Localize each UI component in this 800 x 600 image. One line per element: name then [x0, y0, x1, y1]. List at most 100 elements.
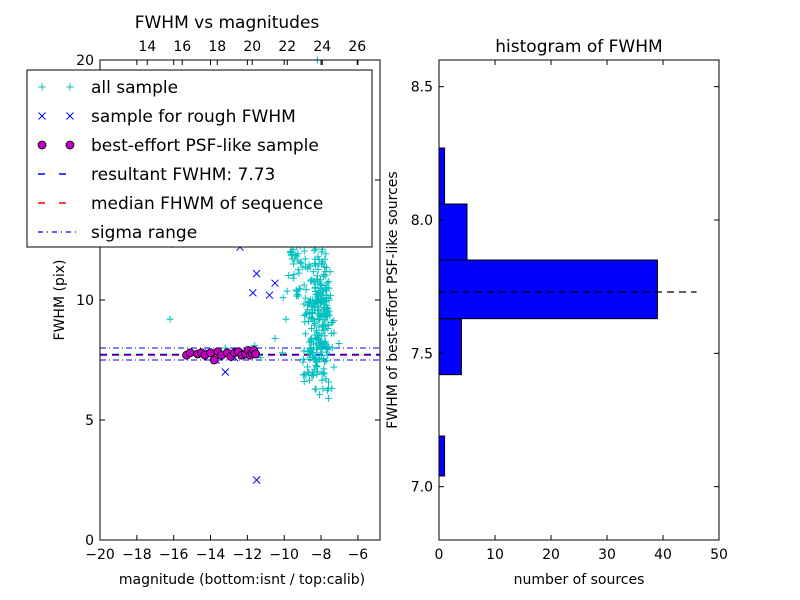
y-tick-label: 8.5 [411, 80, 433, 96]
all-sample-point [328, 344, 336, 352]
all-sample-point [300, 377, 308, 385]
all-sample-point [304, 347, 312, 355]
all-sample-point [330, 329, 338, 337]
all-sample-point [319, 340, 327, 348]
all-sample-point [306, 376, 314, 384]
all-sample-point [310, 246, 318, 254]
y-tick-label: 10 [76, 293, 94, 309]
all-sample-point [271, 334, 279, 342]
x-tick-label: −12 [233, 547, 263, 563]
y-tick-label: 20 [76, 53, 94, 69]
all-sample-point [301, 294, 309, 302]
all-sample-point [282, 315, 290, 323]
legend-circle-icon [37, 140, 47, 150]
all-sample-point [322, 296, 330, 304]
histogram-y-label: FWHM of best-effort PSF-like sources [385, 171, 401, 428]
histogram-bar [438, 203, 468, 261]
legend-entry: median FHWM of sequence [38, 194, 323, 214]
all-sample-point [316, 286, 324, 294]
all-sample-point [319, 260, 327, 268]
all-sample-point [330, 317, 338, 325]
all-sample-point [301, 255, 309, 263]
top-tick-label: 14 [138, 39, 156, 55]
all-sample-point [299, 355, 307, 363]
all-sample-point [294, 292, 302, 300]
all-sample-point [322, 375, 330, 383]
all-sample-point [311, 299, 319, 307]
all-sample-point [323, 344, 331, 352]
all-sample-point [325, 278, 333, 286]
x-tick-label: 0 [435, 547, 444, 563]
x-tick-label: 30 [598, 547, 616, 563]
y-tick-label: 7.5 [411, 346, 433, 362]
histogram-x-label: number of sources [514, 572, 645, 588]
all-sample-point [315, 315, 323, 323]
all-sample-point [300, 247, 308, 255]
all-sample-point [310, 317, 318, 325]
legend-label: all sample [91, 78, 178, 98]
all-sample-point [304, 306, 312, 314]
all-sample-point [283, 287, 291, 295]
all-sample-point [294, 257, 302, 265]
all-sample-point [318, 295, 326, 303]
all-sample-point [295, 269, 303, 277]
all-sample-point [314, 266, 322, 274]
legend-x-icon [66, 112, 74, 120]
psf-sample-point [206, 348, 215, 358]
all-sample-point [311, 385, 319, 393]
rough-sample-point [252, 476, 261, 484]
legend-entry: resultant FWHM: 7.73 [38, 165, 275, 185]
all-sample-point [317, 348, 325, 356]
all-sample-point [325, 284, 333, 292]
all-sample-point [316, 356, 324, 364]
scatter-title: FWHM vs magnitudes [135, 13, 320, 33]
x-tick-label: −18 [122, 547, 152, 563]
all-sample-point [300, 281, 308, 289]
legend-entry: all sample [38, 78, 178, 98]
scatter-panel: −20−18−16−14−12−10−8−6051015201416182022… [26, 13, 381, 588]
psf-sample-point [185, 348, 195, 358]
all-sample-point [321, 358, 329, 366]
psf-sample-point [209, 355, 219, 365]
all-sample-point [325, 307, 333, 315]
all-sample-point [320, 370, 328, 378]
x-tick-label: 10 [486, 547, 504, 563]
all-sample-point [302, 371, 310, 379]
all-sample-point [309, 268, 317, 276]
top-tick-label: 26 [348, 39, 366, 55]
top-tick-label: 16 [173, 39, 191, 55]
scatter-y-label: FWHM (pix) [52, 260, 68, 341]
legend-entry: sigma range [38, 223, 197, 243]
all-sample-point [314, 331, 322, 339]
all-sample-point [315, 341, 323, 349]
all-sample-point [308, 276, 316, 284]
all-sample-point [286, 249, 294, 257]
all-sample-point [302, 263, 310, 271]
all-sample-point [321, 255, 329, 263]
all-sample-point [316, 391, 324, 399]
all-sample-point [325, 343, 333, 351]
all-sample-point [288, 250, 296, 258]
all-sample-point [330, 363, 338, 371]
legend-plus-icon [66, 83, 74, 91]
all-sample-point [307, 324, 315, 332]
rough-sample-point [271, 279, 279, 288]
all-sample-point [318, 323, 326, 331]
all-sample-point [312, 261, 320, 269]
x-tick-label: 20 [542, 547, 560, 563]
all-sample-point [324, 321, 332, 329]
all-sample-point [304, 299, 312, 307]
all-sample-point [314, 368, 322, 376]
all-sample-point [293, 252, 301, 260]
histogram-bar [438, 435, 446, 477]
histogram-bar [438, 318, 462, 376]
all-sample-point [318, 376, 326, 384]
legend-entry: sample for rough FWHM [38, 107, 296, 127]
x-tick-label: −10 [269, 547, 299, 563]
all-sample-point [335, 340, 343, 348]
all-sample-point [308, 371, 316, 379]
rough-sample-point [249, 288, 257, 297]
all-sample-point [307, 277, 315, 285]
all-sample-point [312, 291, 320, 299]
all-sample-point [289, 260, 297, 268]
